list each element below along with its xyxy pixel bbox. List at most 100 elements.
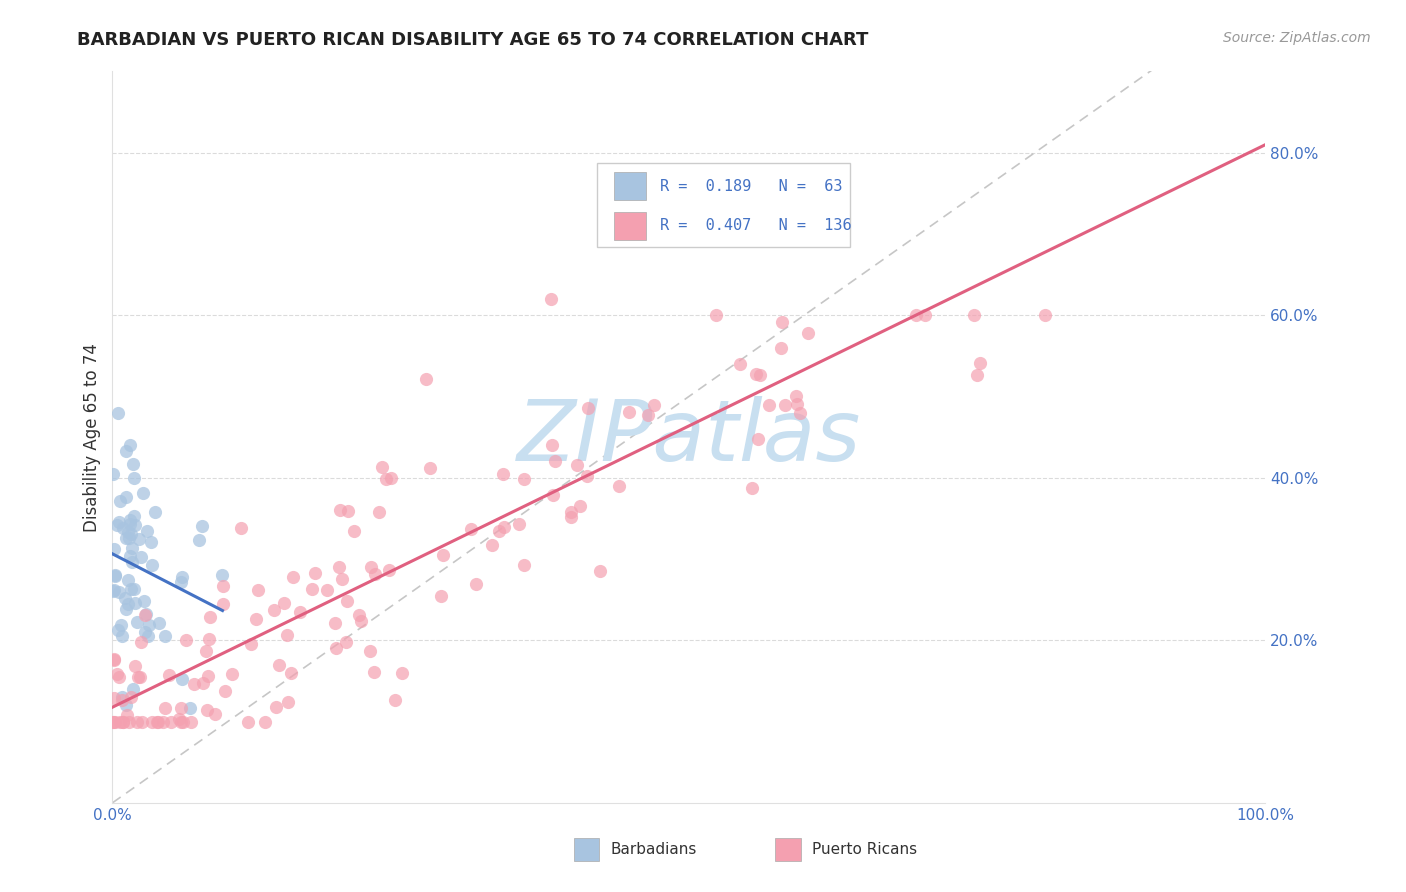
Point <box>153 701 176 715</box>
Point <box>560 509 582 524</box>
Point <box>131 549 153 564</box>
Point <box>789 407 811 421</box>
Point <box>170 672 193 686</box>
Point <box>118 714 141 729</box>
Point <box>797 326 820 341</box>
Text: R =  0.189   N =  63: R = 0.189 N = 63 <box>661 178 842 194</box>
Point <box>111 628 134 642</box>
Point <box>211 567 233 582</box>
Point <box>107 667 129 681</box>
Point <box>103 691 125 706</box>
Text: R =  0.407   N =  136: R = 0.407 N = 136 <box>661 219 852 234</box>
Point <box>430 589 453 603</box>
Point <box>589 564 612 578</box>
Point <box>560 505 582 519</box>
Point <box>124 596 146 610</box>
Point <box>770 315 793 329</box>
FancyBboxPatch shape <box>776 838 801 862</box>
Point <box>283 570 305 584</box>
Point <box>280 665 302 680</box>
Point <box>132 486 155 500</box>
Point <box>969 355 991 369</box>
Point <box>368 505 391 519</box>
Point <box>1035 308 1057 322</box>
Point <box>111 690 134 704</box>
Point <box>198 632 221 646</box>
Point <box>191 519 214 533</box>
Point <box>773 398 796 412</box>
Point <box>747 433 769 447</box>
Point <box>120 582 142 596</box>
Point <box>325 640 347 655</box>
Point <box>195 702 218 716</box>
Text: BARBADIAN VS PUERTO RICAN DISABILITY AGE 65 TO 74 CORRELATION CHART: BARBADIAN VS PUERTO RICAN DISABILITY AGE… <box>77 31 869 49</box>
Point <box>107 623 129 637</box>
Point <box>328 559 350 574</box>
Point <box>124 659 146 673</box>
Point <box>360 560 382 574</box>
Point <box>748 368 770 383</box>
Point <box>375 472 398 486</box>
Point <box>785 388 807 402</box>
Point <box>245 612 267 626</box>
Point <box>770 341 793 355</box>
Point <box>273 596 295 610</box>
Point <box>157 668 180 682</box>
Point <box>176 632 198 647</box>
Point <box>115 698 138 713</box>
Point <box>131 714 153 729</box>
Point <box>966 368 988 383</box>
Point <box>195 644 218 658</box>
Point <box>569 499 592 513</box>
Point <box>741 481 763 495</box>
Point <box>103 652 125 666</box>
Point <box>277 695 299 709</box>
Point <box>364 567 387 582</box>
Point <box>107 406 129 420</box>
Point <box>263 603 285 617</box>
Point <box>349 614 371 628</box>
Point <box>103 467 125 481</box>
Point <box>117 531 139 545</box>
Point <box>576 401 599 415</box>
Point <box>114 532 136 546</box>
Point <box>541 488 564 502</box>
Point <box>187 533 209 547</box>
Point <box>118 438 141 452</box>
Point <box>914 308 936 322</box>
Point <box>148 616 170 631</box>
Point <box>343 524 366 538</box>
Point <box>337 503 360 517</box>
Point <box>359 644 381 658</box>
Point <box>617 404 640 418</box>
Point <box>276 627 298 641</box>
Point <box>543 454 565 468</box>
Point <box>266 699 288 714</box>
Point <box>104 568 127 582</box>
Point <box>212 579 235 593</box>
Point <box>108 584 131 599</box>
Point <box>211 598 233 612</box>
Point <box>134 608 156 623</box>
Point <box>336 593 359 607</box>
Point <box>143 506 166 520</box>
Point <box>134 593 156 607</box>
Point <box>108 714 131 729</box>
Point <box>118 549 141 564</box>
Point <box>481 538 503 552</box>
Point <box>565 458 588 472</box>
Point <box>120 513 142 527</box>
Point <box>540 292 562 306</box>
Point <box>114 591 136 606</box>
Point <box>122 582 145 596</box>
Point <box>117 708 139 723</box>
Point <box>115 490 138 504</box>
Point <box>384 693 406 707</box>
Point <box>117 597 139 611</box>
Point <box>127 670 149 684</box>
Point <box>786 397 808 411</box>
Point <box>221 666 243 681</box>
Point <box>335 635 357 649</box>
Point <box>191 676 214 690</box>
FancyBboxPatch shape <box>574 838 599 862</box>
